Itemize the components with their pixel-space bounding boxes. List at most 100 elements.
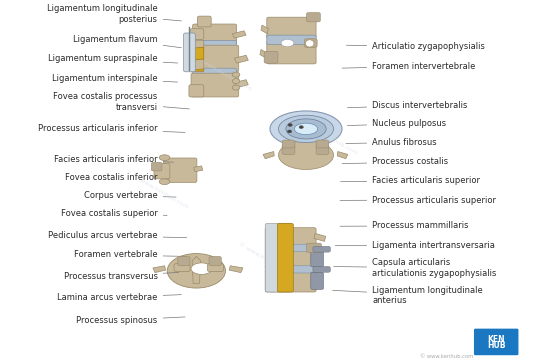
Text: Ligamentum longitudinale
anterius: Ligamentum longitudinale anterius bbox=[333, 286, 483, 305]
Ellipse shape bbox=[281, 39, 294, 47]
FancyBboxPatch shape bbox=[265, 266, 316, 273]
FancyBboxPatch shape bbox=[265, 269, 316, 292]
FancyBboxPatch shape bbox=[192, 24, 237, 44]
Polygon shape bbox=[261, 25, 269, 34]
Text: Anulus fibrosus: Anulus fibrosus bbox=[346, 138, 437, 147]
Text: Ligamentum longitudinale
posterius: Ligamentum longitudinale posterius bbox=[47, 4, 181, 24]
Ellipse shape bbox=[286, 119, 326, 139]
Ellipse shape bbox=[278, 141, 334, 169]
FancyBboxPatch shape bbox=[197, 16, 211, 27]
FancyBboxPatch shape bbox=[192, 68, 237, 77]
FancyBboxPatch shape bbox=[209, 256, 221, 266]
Polygon shape bbox=[177, 260, 188, 268]
Text: Foramen vertebrale: Foramen vertebrale bbox=[74, 251, 185, 260]
Text: Nucleus pulposus: Nucleus pulposus bbox=[348, 119, 446, 128]
Ellipse shape bbox=[167, 253, 225, 288]
FancyBboxPatch shape bbox=[189, 40, 204, 50]
Text: HUB: HUB bbox=[487, 341, 505, 350]
Text: KEN: KEN bbox=[487, 334, 505, 344]
FancyBboxPatch shape bbox=[265, 223, 290, 292]
Polygon shape bbox=[235, 55, 248, 63]
Text: Processus articularis inferior: Processus articularis inferior bbox=[38, 125, 185, 134]
Ellipse shape bbox=[159, 155, 170, 160]
Polygon shape bbox=[193, 166, 203, 172]
FancyBboxPatch shape bbox=[474, 329, 519, 355]
Polygon shape bbox=[235, 80, 248, 88]
Ellipse shape bbox=[159, 179, 170, 185]
Text: Fovea costalis processus
transversi: Fovea costalis processus transversi bbox=[53, 92, 189, 111]
Polygon shape bbox=[192, 256, 200, 283]
FancyBboxPatch shape bbox=[189, 85, 204, 97]
Ellipse shape bbox=[278, 115, 334, 143]
Text: Capsula articularis
articulationis zygapophysialis: Capsula articularis articulationis zygap… bbox=[334, 258, 497, 278]
Text: Foramen intervertebrale: Foramen intervertebrale bbox=[342, 62, 475, 71]
FancyBboxPatch shape bbox=[154, 163, 170, 179]
Polygon shape bbox=[193, 69, 204, 71]
Text: Pediculus arcus vertebrae: Pediculus arcus vertebrae bbox=[48, 231, 187, 240]
FancyBboxPatch shape bbox=[306, 243, 321, 252]
Text: © www.kenhub.com: © www.kenhub.com bbox=[301, 120, 359, 156]
FancyBboxPatch shape bbox=[189, 59, 204, 72]
FancyBboxPatch shape bbox=[207, 264, 223, 272]
Polygon shape bbox=[153, 266, 166, 273]
FancyBboxPatch shape bbox=[311, 250, 324, 267]
Ellipse shape bbox=[288, 123, 292, 126]
FancyBboxPatch shape bbox=[151, 162, 162, 171]
FancyBboxPatch shape bbox=[264, 51, 278, 63]
Text: Ligamentum supraspinale: Ligamentum supraspinale bbox=[48, 54, 177, 63]
Polygon shape bbox=[211, 260, 221, 268]
FancyBboxPatch shape bbox=[304, 39, 317, 47]
Polygon shape bbox=[260, 50, 269, 59]
Ellipse shape bbox=[270, 111, 342, 147]
Text: Ligamentum interspinale: Ligamentum interspinale bbox=[52, 74, 177, 83]
Text: © www.kenhub.com: © www.kenhub.com bbox=[419, 354, 473, 359]
FancyBboxPatch shape bbox=[190, 29, 204, 39]
Ellipse shape bbox=[305, 40, 314, 47]
Text: Facies articularis inferior: Facies articularis inferior bbox=[54, 155, 173, 164]
Text: Discus intervertebralis: Discus intervertebralis bbox=[348, 101, 467, 110]
Polygon shape bbox=[229, 266, 243, 273]
FancyBboxPatch shape bbox=[311, 272, 324, 290]
Text: © www.kenhub.com: © www.kenhub.com bbox=[237, 242, 295, 278]
Polygon shape bbox=[192, 47, 204, 60]
Text: Processus articularis superior: Processus articularis superior bbox=[340, 195, 496, 205]
Text: Processus spinosus: Processus spinosus bbox=[76, 316, 185, 325]
Text: © www.kenhub.com: © www.kenhub.com bbox=[195, 55, 253, 91]
Text: Corpus vertebrae: Corpus vertebrae bbox=[84, 191, 176, 200]
FancyBboxPatch shape bbox=[267, 41, 316, 64]
Text: Processus mammillaris: Processus mammillaris bbox=[340, 222, 469, 230]
Ellipse shape bbox=[294, 123, 318, 135]
Polygon shape bbox=[337, 152, 348, 159]
Ellipse shape bbox=[191, 263, 212, 274]
FancyBboxPatch shape bbox=[164, 158, 197, 182]
Text: Articulatio zygapophysialis: Articulatio zygapophysialis bbox=[346, 42, 485, 51]
Ellipse shape bbox=[287, 130, 292, 133]
Text: © www.kenhub.com: © www.kenhub.com bbox=[132, 174, 189, 210]
FancyBboxPatch shape bbox=[306, 13, 320, 22]
Ellipse shape bbox=[232, 85, 240, 90]
Ellipse shape bbox=[232, 79, 240, 84]
FancyBboxPatch shape bbox=[313, 266, 330, 272]
Text: Ligamenta intertransversaria: Ligamenta intertransversaria bbox=[335, 241, 495, 250]
Text: Ligamentum flavum: Ligamentum flavum bbox=[73, 35, 181, 48]
FancyBboxPatch shape bbox=[282, 140, 295, 148]
Text: Processus transversus: Processus transversus bbox=[63, 272, 179, 281]
Polygon shape bbox=[314, 233, 326, 241]
FancyBboxPatch shape bbox=[178, 256, 190, 266]
FancyBboxPatch shape bbox=[192, 41, 237, 49]
FancyBboxPatch shape bbox=[267, 35, 316, 45]
Text: Facies articularis superior: Facies articularis superior bbox=[341, 177, 480, 185]
FancyBboxPatch shape bbox=[277, 223, 293, 292]
Text: Fovea costalis superior: Fovea costalis superior bbox=[61, 209, 167, 218]
Ellipse shape bbox=[299, 126, 303, 129]
FancyBboxPatch shape bbox=[313, 247, 330, 252]
Text: Fovea costalis inferior: Fovea costalis inferior bbox=[65, 173, 168, 182]
Text: Lamina arcus vertebrae: Lamina arcus vertebrae bbox=[57, 293, 181, 302]
Text: Processus costalis: Processus costalis bbox=[342, 157, 448, 167]
FancyBboxPatch shape bbox=[191, 45, 239, 72]
Ellipse shape bbox=[232, 72, 240, 77]
FancyBboxPatch shape bbox=[191, 73, 239, 97]
FancyBboxPatch shape bbox=[316, 144, 329, 155]
FancyBboxPatch shape bbox=[184, 33, 195, 72]
Polygon shape bbox=[232, 31, 246, 38]
